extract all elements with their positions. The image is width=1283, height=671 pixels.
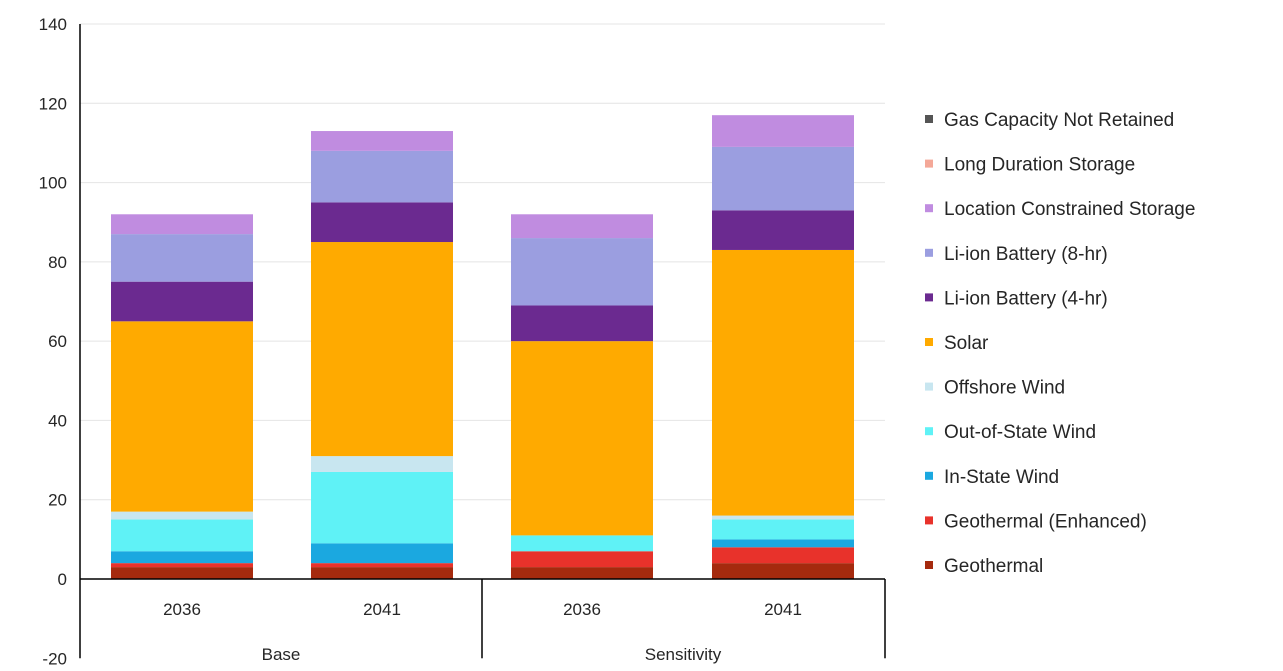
x-category-label: 2041 [764, 600, 802, 619]
bar-segment [712, 115, 854, 147]
y-tick-label: 40 [48, 411, 67, 430]
bar-segment [712, 547, 854, 564]
legend: Gas Capacity Not Retained Long Duration S… [925, 110, 1195, 577]
x-category-label: 2041 [363, 600, 401, 619]
bar-segment [511, 214, 653, 239]
legend-label: Geothermal [944, 556, 1043, 577]
bar-segment [111, 519, 253, 552]
bar-segment [712, 539, 854, 548]
legend-swatch [925, 248, 933, 257]
bar-segment [111, 214, 253, 235]
legend-label: Location Constrained Storage [944, 199, 1195, 220]
legend-label: In-State Wind [944, 467, 1059, 488]
bar-segment [311, 567, 453, 579]
bar-segment [712, 563, 854, 579]
y-tick-label: 20 [48, 491, 67, 510]
y-tick-label: 100 [39, 174, 67, 193]
x-group-label: Sensitivity [645, 645, 722, 664]
legend-label: Li-ion Battery (4-hr) [944, 288, 1108, 309]
bar-segment [311, 242, 453, 457]
bar-segment [511, 238, 653, 306]
bar-segment [311, 563, 453, 568]
legend-label: Gas Capacity Not Retained [944, 110, 1174, 131]
legend-swatch [925, 516, 933, 525]
y-tick-label: 0 [58, 570, 67, 589]
legend-label: Solar [944, 333, 989, 354]
x-category-label: 2036 [563, 600, 601, 619]
legend-swatch [925, 471, 933, 480]
bar-segment [311, 131, 453, 151]
legend-label: Geothermal (Enhanced) [944, 511, 1147, 532]
y-tick-label: 120 [39, 94, 67, 113]
bar-segment [311, 150, 453, 203]
bar-segment [311, 456, 453, 472]
bar-segment [111, 234, 253, 282]
x-group-label: Base [262, 645, 301, 664]
bar-segment [511, 551, 653, 568]
bar-segment [111, 567, 253, 579]
y-tick-label: 60 [48, 332, 67, 351]
legend-swatch [925, 427, 933, 436]
bar-segment [311, 202, 453, 243]
y-axis-tick-labels: -20 0 20 40 60 80 100 120 140 [39, 15, 67, 668]
bar-segment [712, 210, 854, 250]
legend-label: Offshore Wind [944, 378, 1065, 399]
legend-swatch [925, 561, 933, 569]
bar-segment [111, 551, 253, 564]
legend-swatch [925, 338, 933, 346]
bar-segment [311, 543, 453, 564]
legend-label: Out-of-State Wind [944, 422, 1096, 443]
bar-segment [511, 567, 653, 579]
bar-segment [712, 519, 854, 540]
bar-segment [111, 563, 253, 568]
legend-swatch [925, 382, 933, 391]
legend-label: Li-ion Battery (8-hr) [944, 244, 1108, 265]
y-tick-label: -20 [42, 649, 67, 668]
legend-label: Long Duration Storage [944, 155, 1135, 176]
bar-segment [712, 515, 854, 520]
bar-segment [311, 471, 453, 544]
bar-segment [111, 281, 253, 322]
bar-segment [712, 249, 854, 516]
y-tick-label: 80 [48, 253, 67, 272]
bar-segment [511, 305, 653, 342]
bars [111, 115, 854, 579]
bar-segment [111, 511, 253, 520]
legend-swatch [925, 204, 933, 213]
bar-segment [712, 146, 854, 211]
legend-swatch [925, 159, 933, 168]
bar-segment [111, 321, 253, 512]
bar-segment [511, 535, 653, 552]
x-axis-category-labels: 2036 2041 2036 2041 Base Sensitivity [163, 600, 802, 664]
legend-swatch [925, 115, 933, 123]
legend-swatch [925, 293, 933, 302]
x-category-label: 2036 [163, 600, 201, 619]
y-tick-label: 140 [39, 15, 67, 34]
bar-segment [511, 341, 653, 536]
axes [79, 24, 886, 659]
